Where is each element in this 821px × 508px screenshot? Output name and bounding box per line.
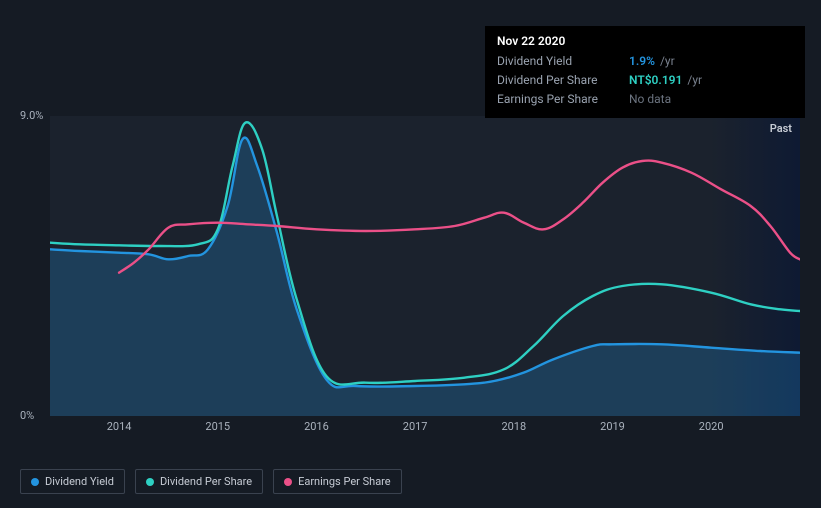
x-tick-label: 2016 — [304, 420, 329, 433]
legend: Dividend Yield Dividend Per Share Earnings… — [20, 469, 402, 494]
y-tick-label: 0% — [20, 409, 34, 422]
x-axis: 2014 2015 2016 2017 2018 2019 2020 — [50, 420, 800, 440]
legend-label: Dividend Per Share — [160, 475, 252, 488]
legend-dot-icon — [146, 478, 154, 486]
tooltip-row: Earnings Per Share No data — [497, 90, 793, 109]
legend-dot-icon — [284, 478, 292, 486]
x-tick-label: 2019 — [600, 420, 625, 433]
legend-dot-icon — [31, 478, 39, 486]
x-tick-label: 2017 — [403, 420, 428, 433]
chart-tooltip: Nov 22 2020 Dividend Yield1.9% /yrDivide… — [485, 26, 805, 118]
legend-label: Dividend Yield — [45, 475, 114, 488]
x-tick-label: 2020 — [699, 420, 724, 433]
tooltip-label: Earnings Per Share — [497, 90, 617, 109]
dividend_yield-area — [50, 138, 800, 416]
y-tick-label: 9.0% — [20, 109, 43, 122]
legend-item[interactable]: Earnings Per Share — [273, 469, 402, 494]
chart-svg — [50, 116, 800, 416]
tooltip-row: Dividend Per Share NT$0.191 /yr — [497, 71, 793, 90]
x-tick-label: 2018 — [501, 420, 526, 433]
chart-container: 9.0% 0% Past 2014 2015 2016 2017 2018 2019 2020 — [20, 100, 800, 450]
tooltip-suffix: /yr — [684, 73, 702, 87]
legend-label: Earnings Per Share — [298, 475, 391, 488]
legend-item[interactable]: Dividend Yield — [20, 469, 125, 494]
tooltip-date: Nov 22 2020 — [497, 34, 793, 48]
past-label: Past — [770, 122, 792, 135]
legend-item[interactable]: Dividend Per Share — [135, 469, 263, 494]
tooltip-label: Dividend Yield — [497, 52, 617, 71]
tooltip-label: Dividend Per Share — [497, 71, 617, 90]
plot-area[interactable]: Past — [50, 116, 800, 416]
tooltip-row: Dividend Yield 1.9% /yr — [497, 52, 793, 71]
x-tick-label: 2014 — [107, 420, 132, 433]
tooltip-suffix: /yr — [657, 54, 675, 68]
tooltip-value: No data — [629, 90, 671, 109]
tooltip-value: NT$0.191 /yr — [629, 71, 702, 90]
tooltip-value: 1.9% /yr — [629, 52, 675, 71]
x-tick-label: 2015 — [205, 420, 230, 433]
